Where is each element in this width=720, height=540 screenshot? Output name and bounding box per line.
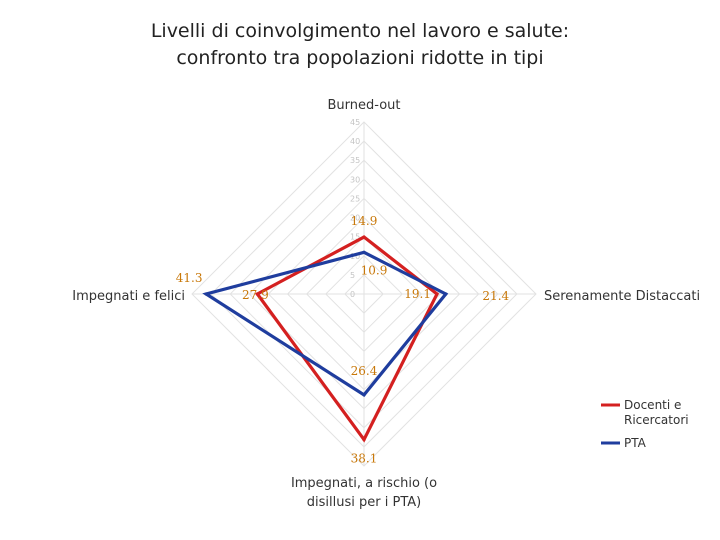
data-label-1-2: 26.4 [351,364,378,378]
tick-label-25: 25 [350,194,360,203]
chart-title-line-2: confronto tra popolazioni ridotte in tip… [176,47,544,69]
data-labels: 14.9 19.1 38.1 27.9 10.9 21.4 26.4 41.3 [176,214,510,466]
data-label-1-0: 10.9 [361,263,388,277]
data-point-1-0 [362,250,366,254]
chart-title-line-1: Livelli di coinvolgimento nel lavoro e s… [150,20,570,42]
tick-label-30: 30 [350,175,360,184]
data-label-0-3: 27.9 [242,288,269,302]
data-label-0-2: 38.1 [351,452,378,466]
data-label-1-3: 41.3 [176,271,203,285]
axis-label-0-line-0: Burned-out [328,98,401,113]
data-point-1-2 [362,393,366,397]
tick-label-0: 0 [350,290,355,299]
radar-series [202,235,449,443]
tick-label-40: 40 [350,137,360,146]
data-point-0-1 [435,292,439,296]
tick-label-15: 15 [350,233,360,242]
data-label-0-1: 19.1 [404,287,431,301]
chart-title: Livelli di coinvolgimento nel lavoro e s… [0,18,720,72]
legend-label-0-line-0: Docenti e [624,398,681,412]
tick-label-35: 35 [350,156,360,165]
axis-label-1-line-0: Serenamente Distaccati [544,289,700,304]
radar-grid [191,121,537,467]
data-point-0-2 [362,438,366,442]
axis-label-3-line-0: Impegnati e felici [72,289,185,304]
axis-label-2-line-1: disillusi per i PTA) [307,495,421,510]
data-point-0-3 [255,292,259,296]
tick-label-5: 5 [350,271,355,280]
tick-label-20: 20 [350,214,360,223]
axis-labels: Burned-out Serenamente Distaccati Impegnat… [72,98,700,510]
axis-label-2-line-0: Impegnati, a rischio (o [291,476,437,491]
data-label-1-1: 21.4 [482,289,509,303]
data-point-0-0 [362,235,366,239]
legend-label-0-line-1: Ricercatori [624,413,689,427]
data-point-1-3 [204,292,208,296]
tick-label-45: 45 [350,118,360,127]
data-point-1-1 [444,292,448,296]
data-label-0-0: 14.9 [351,214,378,228]
legend-label-1-line-0: PTA [624,436,647,450]
